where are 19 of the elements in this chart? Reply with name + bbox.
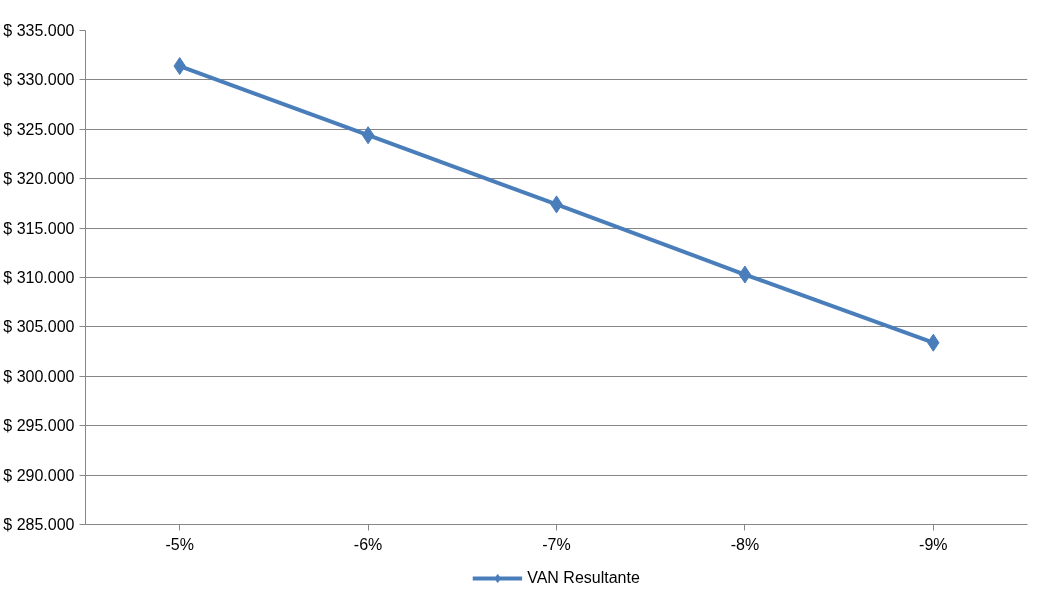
legend-label: VAN Resultante: [527, 568, 640, 587]
y-tick-label: $ 320.000: [3, 170, 75, 188]
x-tick-label: -5%: [165, 535, 194, 553]
x-tick-label: -9%: [919, 535, 948, 553]
y-tick-label: $ 335.000: [3, 22, 75, 39]
y-tick-label: $ 310.000: [3, 269, 75, 286]
x-tick-label: -7%: [542, 535, 571, 553]
x-tick-label: -8%: [730, 535, 760, 553]
point: [361, 126, 375, 145]
y-tick-label: $ 305.000: [3, 318, 75, 336]
y-tick-label: $ 285.000: [3, 516, 75, 533]
y-tick-label: $ 300.000: [3, 367, 75, 385]
y-tick-label: $ 295.000: [3, 417, 75, 435]
y-tick-label: $ 325.000: [3, 120, 75, 138]
point: [738, 265, 752, 284]
x-tick-label: -6%: [353, 535, 383, 553]
y-tick-label: $ 290.000: [3, 466, 75, 484]
y-tick-label: $ 330.000: [3, 71, 75, 89]
y-tick-label: $ 315.000: [3, 219, 75, 237]
